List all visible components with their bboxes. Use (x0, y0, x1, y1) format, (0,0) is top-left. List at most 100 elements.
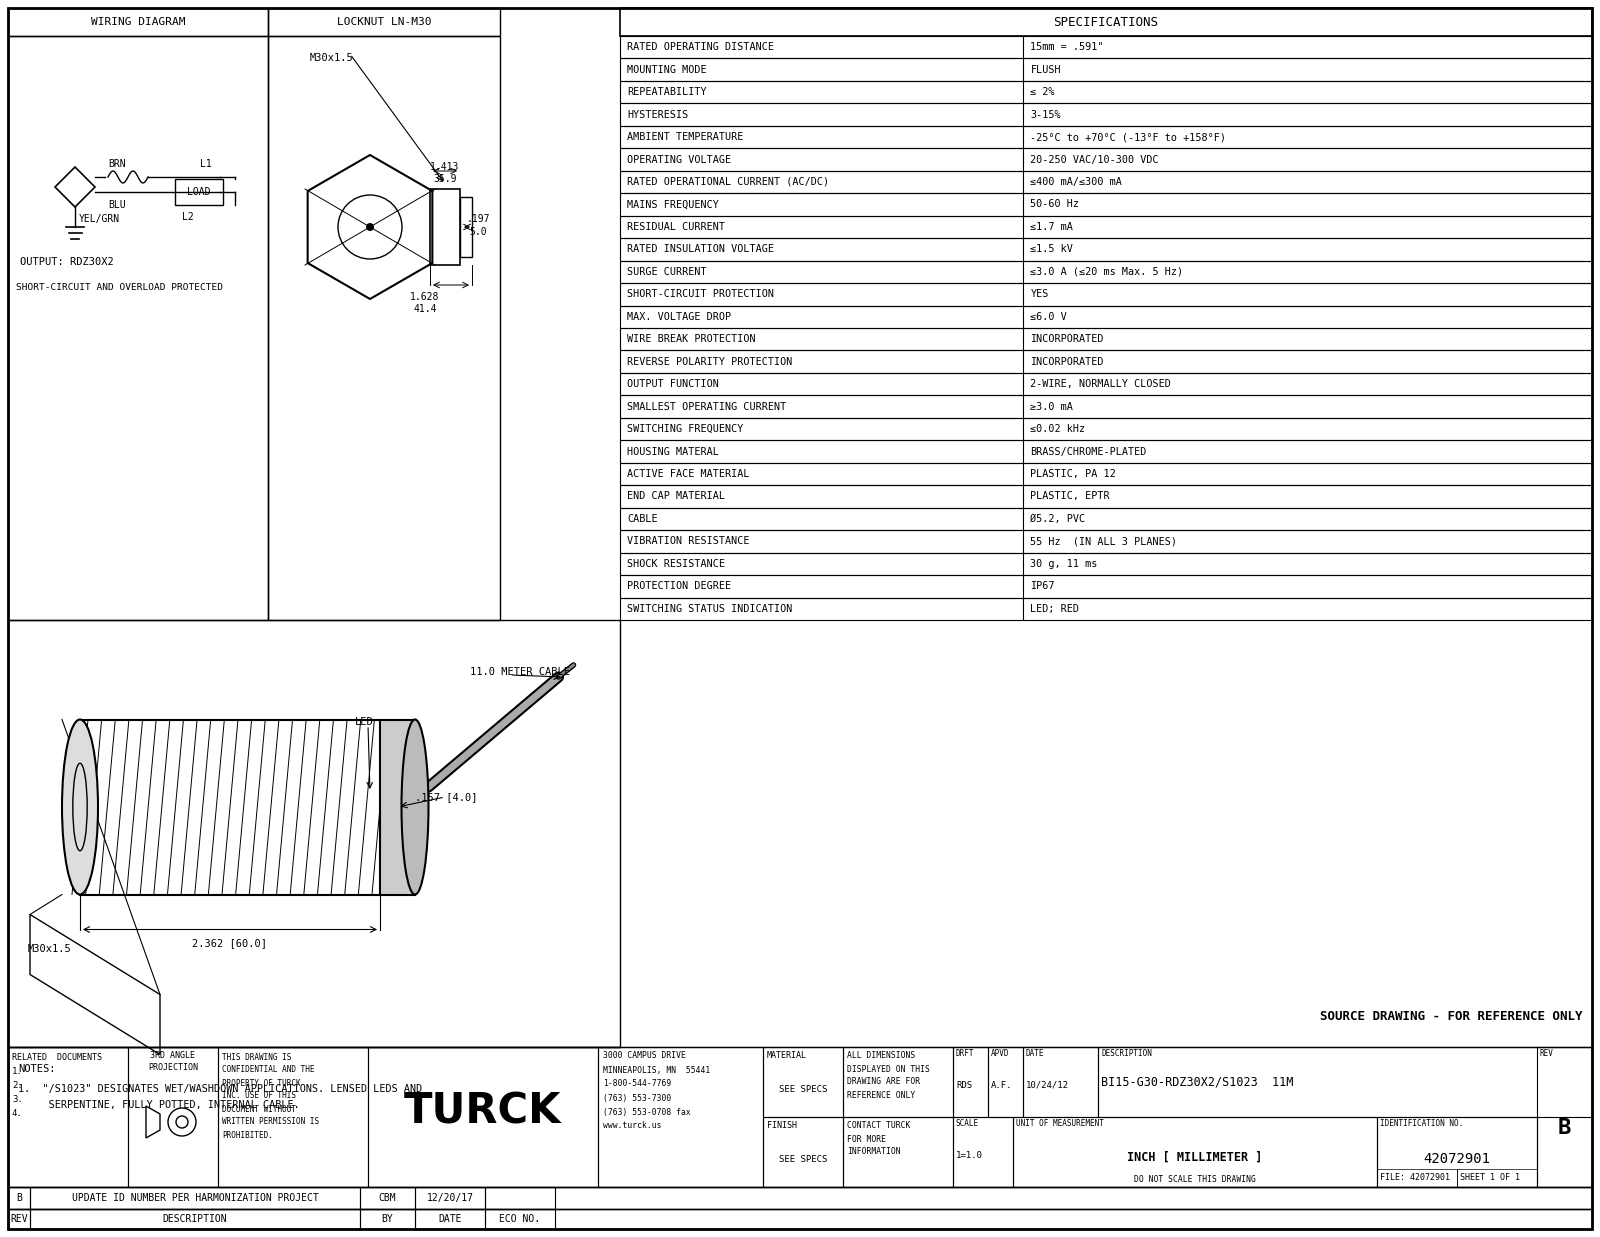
Text: ≤1.7 mA: ≤1.7 mA (1030, 221, 1074, 231)
Text: ≤6.0 V: ≤6.0 V (1030, 312, 1067, 322)
Text: ≤3.0 A (≤20 ms Max. 5 Hz): ≤3.0 A (≤20 ms Max. 5 Hz) (1030, 267, 1184, 277)
Text: OUTPUT: RDZ30X2: OUTPUT: RDZ30X2 (19, 257, 114, 267)
Text: M30x1.5: M30x1.5 (310, 53, 354, 63)
Text: LED; RED: LED; RED (1030, 604, 1080, 614)
Bar (621, 463, 1592, 485)
Text: REFERENCE ONLY: REFERENCE ONLY (846, 1091, 915, 1100)
Text: 2.: 2. (13, 1080, 22, 1090)
Bar (8, 7, 269, 36)
Bar (763, 1047, 843, 1117)
Text: REV: REV (10, 1213, 27, 1223)
Text: MAINS FREQUENCY: MAINS FREQUENCY (627, 199, 718, 209)
Text: 2-WIRE, NORMALLY CLOSED: 2-WIRE, NORMALLY CLOSED (1030, 380, 1171, 390)
Text: 55 Hz  (IN ALL 3 PLANES): 55 Hz (IN ALL 3 PLANES) (1030, 537, 1178, 547)
Bar (621, 193, 1592, 215)
Text: 11.0 METER CABLE: 11.0 METER CABLE (470, 667, 570, 677)
Bar (621, 58, 1592, 80)
Bar (1538, 1047, 1592, 1188)
Text: 3RD ANGLE: 3RD ANGLE (150, 1051, 195, 1060)
Text: MATERIAL: MATERIAL (766, 1050, 806, 1060)
Text: 30 g, 11 ms: 30 g, 11 ms (1030, 559, 1098, 569)
Text: YEL/GRN: YEL/GRN (78, 214, 120, 224)
Text: 35.9: 35.9 (434, 174, 456, 184)
Ellipse shape (62, 720, 98, 894)
Text: INFORMATION: INFORMATION (846, 1148, 901, 1157)
Bar (621, 440, 1592, 463)
Text: RESIDUAL CURRENT: RESIDUAL CURRENT (627, 221, 725, 231)
Bar (843, 1047, 954, 1117)
Text: LED: LED (355, 717, 374, 727)
Text: 5.0: 5.0 (469, 228, 486, 238)
Bar (8, 36, 269, 620)
Bar (621, 507, 1592, 531)
Text: 12/20/17: 12/20/17 (427, 1192, 474, 1204)
Text: L1: L1 (200, 160, 211, 169)
Bar (430, 189, 461, 265)
Text: IP67: IP67 (1030, 581, 1054, 591)
Text: SMALLEST OPERATING CURRENT: SMALLEST OPERATING CURRENT (627, 402, 786, 412)
Text: DRAWING ARE FOR: DRAWING ARE FOR (846, 1077, 920, 1086)
Text: 4.: 4. (13, 1108, 22, 1117)
Bar (218, 1047, 368, 1188)
Text: DESCRIPTION: DESCRIPTION (163, 1213, 227, 1223)
Text: SWITCHING FREQUENCY: SWITCHING FREQUENCY (627, 424, 744, 434)
Text: B: B (16, 1192, 22, 1204)
Bar (621, 396, 1592, 418)
Bar (621, 36, 1592, 58)
Text: FINISH: FINISH (766, 1121, 797, 1129)
Text: SEE SPECS: SEE SPECS (779, 1154, 827, 1164)
Text: BI15-G30-RDZ30X2/S1023  11M: BI15-G30-RDZ30X2/S1023 11M (1101, 1075, 1293, 1089)
Bar (414, 1188, 485, 1209)
Text: MINNEAPOLIS, MN  55441: MINNEAPOLIS, MN 55441 (603, 1065, 710, 1075)
Text: ≤400 mA/≤300 mA: ≤400 mA/≤300 mA (1030, 177, 1122, 187)
Bar (1098, 1047, 1592, 1117)
Bar (621, 283, 1592, 306)
Text: ACTIVE FACE MATERIAL: ACTIVE FACE MATERIAL (627, 469, 749, 479)
Text: SHEET 1 OF 1: SHEET 1 OF 1 (1459, 1174, 1520, 1183)
Bar (174, 179, 222, 205)
Bar (621, 553, 1592, 575)
Text: INCORPORATED: INCORPORATED (1030, 356, 1104, 366)
Text: AMBIENT TEMPERATURE: AMBIENT TEMPERATURE (627, 132, 744, 142)
Bar (621, 531, 1592, 553)
Bar (621, 148, 1592, 171)
Text: END CAP MATERIAL: END CAP MATERIAL (627, 491, 725, 501)
Text: SOURCE DRAWING - FOR REFERENCE ONLY: SOURCE DRAWING - FOR REFERENCE ONLY (1320, 1011, 1582, 1023)
Bar (621, 372, 1592, 396)
Text: RATED OPERATING DISTANCE: RATED OPERATING DISTANCE (627, 42, 774, 52)
Text: -25°C to +70°C (-13°F to +158°F): -25°C to +70°C (-13°F to +158°F) (1030, 132, 1226, 142)
Text: SHORT-CIRCUIT AND OVERLOAD PROTECTED: SHORT-CIRCUIT AND OVERLOAD PROTECTED (16, 282, 222, 292)
Text: UPDATE ID NUMBER PER HARMONIZATION PROJECT: UPDATE ID NUMBER PER HARMONIZATION PROJE… (72, 1192, 318, 1204)
Text: DATE: DATE (438, 1213, 462, 1223)
Text: PROTECTION DEGREE: PROTECTION DEGREE (627, 581, 731, 591)
Text: HYSTERESIS: HYSTERESIS (627, 110, 688, 120)
Text: UNIT OF MEASUREMENT: UNIT OF MEASUREMENT (1016, 1119, 1104, 1128)
Bar (8, 1188, 1592, 1209)
Text: CONTACT TURCK: CONTACT TURCK (846, 1122, 910, 1131)
Bar (621, 485, 1592, 507)
Text: YES: YES (1030, 289, 1048, 299)
Text: SCALE: SCALE (957, 1119, 979, 1128)
Text: CONFIDENTIAL AND THE: CONFIDENTIAL AND THE (222, 1065, 315, 1075)
Text: DATE: DATE (1026, 1049, 1045, 1059)
Text: MAX. VOLTAGE DROP: MAX. VOLTAGE DROP (627, 312, 731, 322)
Bar (1458, 1169, 1538, 1188)
Text: BY: BY (382, 1213, 394, 1223)
Text: REV: REV (1539, 1049, 1554, 1059)
Bar (485, 1188, 555, 1209)
Bar (8, 1188, 30, 1209)
Bar (8, 1209, 30, 1230)
Bar (621, 597, 1592, 620)
Bar (954, 1047, 989, 1117)
Text: SERPENTINE, FULLY POTTED, INTERNAL CABLE.: SERPENTINE, FULLY POTTED, INTERNAL CABLE… (18, 1100, 299, 1110)
Bar (621, 171, 1592, 193)
Bar (269, 7, 499, 36)
Text: (763) 553-7300: (763) 553-7300 (603, 1094, 672, 1102)
Bar (621, 328, 1592, 350)
Text: DO NOT SCALE THIS DRAWING: DO NOT SCALE THIS DRAWING (1134, 1174, 1256, 1184)
Bar (8, 620, 621, 1047)
Bar (1378, 1117, 1538, 1188)
Bar (485, 1209, 555, 1230)
Text: LOAD: LOAD (187, 187, 211, 197)
Bar (269, 36, 499, 620)
